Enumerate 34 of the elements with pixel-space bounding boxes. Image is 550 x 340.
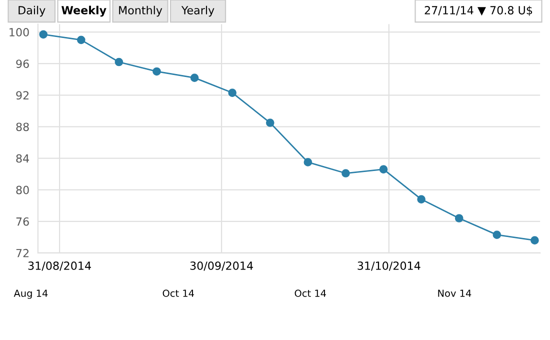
point — [304, 158, 312, 166]
point — [379, 165, 388, 174]
text: 27/11/14 ▼ 70.8 U$ — [424, 6, 532, 16]
text: Weekly — [62, 6, 106, 17]
y-tick-label: 96 — [16, 60, 29, 68]
point — [342, 169, 350, 178]
text: Yearly — [181, 6, 214, 17]
x-tick-label: 31/08/2014 — [28, 261, 91, 271]
text: Daily — [18, 6, 46, 17]
point — [266, 118, 274, 127]
y-tick-label: 88 — [16, 122, 29, 132]
y-tick-label: 76 — [16, 217, 29, 226]
point — [39, 30, 48, 39]
point — [114, 58, 124, 66]
y-tick-label: 100 — [10, 28, 29, 36]
text: Nov 14 — [438, 290, 472, 297]
x-tick-label: 31/10/2014 — [358, 261, 420, 271]
text: Aug 14 — [14, 290, 48, 299]
point — [454, 214, 464, 222]
point — [228, 88, 236, 97]
point — [76, 36, 86, 44]
y-tick-label: 72 — [16, 248, 29, 258]
point — [417, 195, 426, 204]
text: Monthly — [119, 6, 162, 17]
y-tick-label: 92 — [16, 91, 29, 100]
x-tick-label: 30/09/2014 — [190, 261, 253, 271]
y-tick-label: 80 — [16, 186, 29, 194]
text: Oct 14 — [294, 290, 326, 297]
point — [530, 236, 539, 245]
text: Oct 14 — [162, 290, 194, 297]
y-tick-label: 84 — [16, 154, 29, 163]
point — [190, 74, 199, 82]
point — [152, 67, 161, 76]
point — [492, 230, 502, 239]
